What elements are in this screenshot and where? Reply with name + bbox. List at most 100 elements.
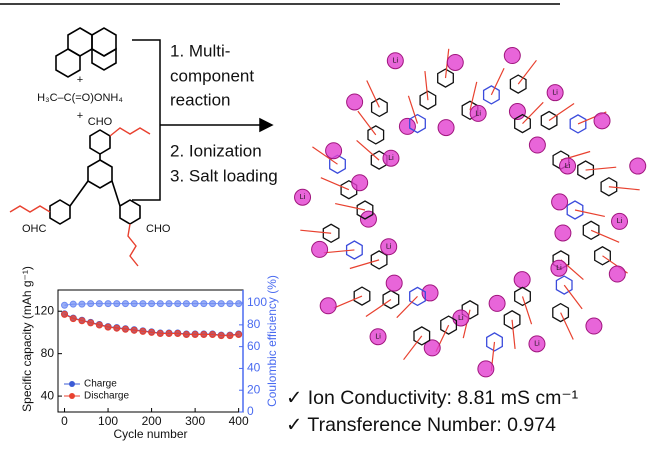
hexagon (322, 223, 340, 244)
step: component (170, 66, 254, 85)
y2-tick-label: 0 (247, 404, 254, 418)
data-point (113, 324, 121, 332)
data-point (217, 300, 225, 308)
plus: + (77, 110, 83, 122)
aldehyde: CHO (88, 116, 113, 128)
bond (522, 101, 544, 125)
bond (608, 186, 640, 191)
li-ion (559, 157, 577, 175)
data-point (78, 300, 86, 308)
legend-label: Charge (84, 379, 117, 390)
li-ion (477, 360, 495, 378)
data-point (156, 300, 164, 308)
y-tick-label: 120 (34, 303, 54, 317)
li-ion (319, 297, 337, 315)
data-point (191, 331, 199, 339)
glycol-chains (9, 127, 151, 267)
li-ion (325, 142, 343, 160)
hexagon (582, 220, 600, 241)
data-point (165, 300, 173, 308)
bond (407, 95, 419, 124)
data-point (156, 329, 164, 337)
hexagon (409, 286, 426, 307)
hexagon (356, 200, 374, 220)
data-point (139, 327, 147, 335)
highlight: ✓ Transference Number: 0.974 (286, 414, 556, 436)
li-label: Li (534, 341, 540, 348)
bond (357, 110, 377, 136)
step: 3. Salt loading (170, 166, 278, 185)
bracket-arrow (132, 39, 274, 201)
li-ion (446, 53, 464, 71)
data-point (69, 300, 77, 308)
plus: + (77, 74, 83, 86)
hexagon (419, 90, 437, 110)
li-ion (351, 174, 369, 192)
li-label: Li (475, 110, 481, 117)
li-label: Li (386, 244, 392, 251)
bond (469, 81, 478, 111)
data-point (209, 331, 217, 339)
bond (424, 71, 429, 101)
step: 1. Multi- (170, 41, 230, 60)
x-axis-label: Cycle number (113, 427, 187, 441)
data-point (235, 331, 243, 339)
li-ion (385, 274, 403, 292)
y-axis-label: Specific capacity (mAh g⁻¹) (20, 266, 34, 412)
li-label: Li (617, 218, 623, 225)
bond (574, 209, 605, 217)
hexagon (345, 240, 363, 260)
x-tick-label: 200 (142, 414, 162, 428)
li-label: Li (375, 334, 381, 341)
data-point (174, 300, 182, 308)
data-point (148, 300, 156, 308)
hexagon (514, 286, 531, 307)
li-label: Li (556, 265, 562, 272)
hexagon (552, 302, 570, 323)
x-tick-label: 100 (98, 414, 118, 428)
hexagon (577, 160, 595, 180)
li-ion (423, 339, 441, 357)
li-ion (503, 47, 521, 65)
data-point (95, 300, 103, 308)
hexagon (503, 310, 521, 330)
y2-tick-label: 40 (247, 361, 261, 375)
li-ion (369, 328, 387, 346)
data-point (226, 332, 234, 340)
bond (333, 295, 363, 309)
bond (490, 68, 505, 96)
legend-marker (69, 393, 75, 399)
data-point (61, 301, 69, 309)
data-point (104, 323, 112, 331)
li-ion (488, 294, 506, 312)
data-point (200, 331, 208, 339)
li-ion (546, 84, 564, 102)
highlight: ✓ Ion Conductivity: 8.81 mS cm⁻¹ (286, 387, 579, 409)
data-point (78, 317, 86, 325)
li-ion (469, 104, 487, 122)
y2-tick-label: 80 (247, 317, 261, 331)
cof-structure: Li Li Li Li Li Li Li Li Li Li Li Li (294, 47, 647, 378)
hexagon (486, 332, 503, 352)
aldehyde: OHC (22, 223, 47, 235)
legend-label: Discharge (84, 391, 129, 402)
data-point (139, 300, 147, 308)
li-ion (294, 188, 312, 206)
data-point (217, 332, 225, 340)
bond (365, 299, 392, 318)
data-point (87, 319, 95, 327)
data-point (209, 300, 217, 308)
li-ion (554, 224, 572, 242)
bond (396, 295, 418, 319)
bond (560, 312, 574, 340)
hexagon (382, 289, 400, 310)
data-point (165, 329, 173, 337)
x-tick-label: 0 (61, 414, 68, 428)
bond (511, 319, 516, 349)
hexagon (367, 125, 385, 145)
li-ion (608, 265, 626, 283)
data-point (87, 300, 95, 308)
li-label: Li (552, 90, 558, 97)
li-ion (382, 149, 400, 167)
